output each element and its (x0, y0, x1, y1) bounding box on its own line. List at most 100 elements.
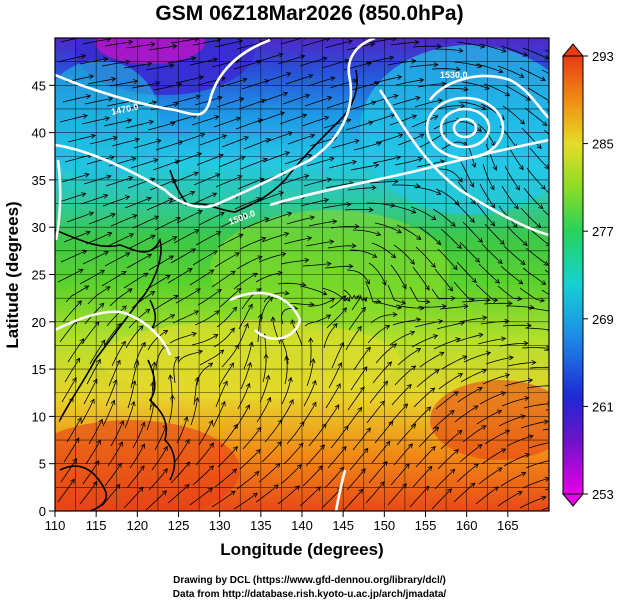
streamline (107, 441, 123, 467)
streamline-arrowhead (298, 442, 304, 448)
streamline-arrowhead (112, 379, 118, 385)
streamline (542, 428, 549, 431)
streamline (280, 464, 302, 485)
streamline (529, 366, 549, 369)
streamline-arrowhead (392, 312, 398, 318)
y-tick-label: 25 (32, 268, 46, 283)
streamline-arrowhead (98, 418, 103, 424)
streamline-arrowhead (150, 234, 156, 240)
streamline (300, 199, 329, 207)
streamline-arrowhead (260, 98, 267, 104)
streamline-arrowhead (257, 313, 263, 319)
streamline (522, 267, 546, 285)
streamline (199, 135, 227, 146)
streamline-arrowhead (237, 175, 243, 180)
streamline-arrowhead (104, 116, 111, 122)
streamline (106, 305, 127, 327)
streamline (285, 303, 314, 306)
streamline (62, 300, 82, 323)
streamline-arrowhead (71, 377, 77, 383)
streamline (525, 460, 549, 469)
streamline (524, 107, 548, 126)
streamline (389, 331, 415, 346)
streamline (365, 282, 381, 303)
streamline (529, 147, 549, 170)
streamline-arrowhead (522, 51, 529, 57)
streamline-arrowhead (351, 243, 357, 249)
streamline-arrowhead (218, 153, 224, 159)
streamline (155, 344, 167, 371)
streamline (233, 492, 258, 510)
streamline-arrowhead (411, 114, 418, 120)
streamline-arrowhead (329, 239, 335, 245)
streamline-arrowhead (539, 297, 546, 303)
y-tick-label: 10 (32, 409, 46, 424)
streamline (146, 198, 173, 211)
streamline-arrowhead (526, 322, 532, 328)
coastline-taiwan (149, 299, 157, 329)
streamline (154, 424, 167, 451)
streamline-arrowhead (112, 135, 119, 141)
credit-data-source: Data from http://database.rish.kyoto-u.a… (172, 589, 447, 600)
streamline (436, 322, 465, 330)
streamline (349, 448, 369, 471)
coastline-philippines (147, 359, 176, 481)
streamline-arrowhead (329, 156, 335, 162)
streamline (348, 307, 366, 331)
x-tick-label: 150 (373, 518, 395, 533)
streamline (192, 465, 214, 486)
streamline (394, 157, 423, 166)
streamline-arrowhead (518, 279, 524, 285)
streamline (397, 348, 421, 366)
streamline (171, 172, 199, 184)
streamline-arrowhead (165, 274, 171, 280)
streamline (480, 320, 509, 325)
streamline-arrowhead (512, 222, 518, 228)
streamline-arrowhead (341, 445, 347, 452)
streamline (461, 81, 490, 90)
streamline (191, 116, 219, 126)
streamline (262, 354, 267, 383)
credit-drawing: Drawing by DCL (https://www.gfd-dennou.o… (173, 575, 446, 586)
streamline-arrowhead (211, 192, 218, 198)
streamline-arrowhead (75, 357, 81, 363)
streamline (193, 377, 199, 406)
streamline-arrowhead (362, 296, 368, 303)
streamline-arrowhead (279, 111, 286, 117)
streamline (130, 360, 139, 389)
streamline-arrowhead (124, 195, 131, 201)
streamline-arrowhead (489, 185, 495, 191)
streamline-arrowhead (130, 400, 136, 407)
streamline-arrowhead (317, 465, 323, 471)
y-tick-label: 20 (32, 315, 46, 330)
streamline (193, 173, 220, 186)
streamline (148, 45, 177, 51)
colorbar-tick-label: 261 (592, 399, 614, 414)
streamline-arrowhead (184, 483, 190, 489)
streamline-arrowhead (470, 199, 476, 205)
streamline (329, 79, 357, 89)
streamline (324, 265, 353, 269)
streamline (309, 338, 312, 367)
streamline-arrowhead (457, 429, 463, 435)
streamline-arrowhead (417, 157, 423, 162)
colorbar-tick-label: 253 (592, 487, 614, 502)
streamline-arrowhead (471, 162, 477, 168)
contour-1500 (55, 38, 376, 209)
streamline (215, 381, 228, 408)
streamline-arrowhead (232, 446, 238, 452)
streamline (484, 223, 505, 245)
streamline (191, 334, 218, 346)
streamline (154, 217, 181, 231)
streamline-arrowhead (481, 105, 487, 110)
contour-southwest (55, 310, 172, 356)
streamline-arrowhead (400, 300, 407, 305)
streamline (485, 143, 497, 171)
streamline (528, 442, 549, 449)
streamline (173, 439, 190, 464)
streamline (373, 76, 402, 84)
streamline (258, 253, 286, 263)
streamline (322, 404, 340, 429)
streamline (236, 256, 263, 270)
streamline-arrowhead (379, 481, 385, 487)
